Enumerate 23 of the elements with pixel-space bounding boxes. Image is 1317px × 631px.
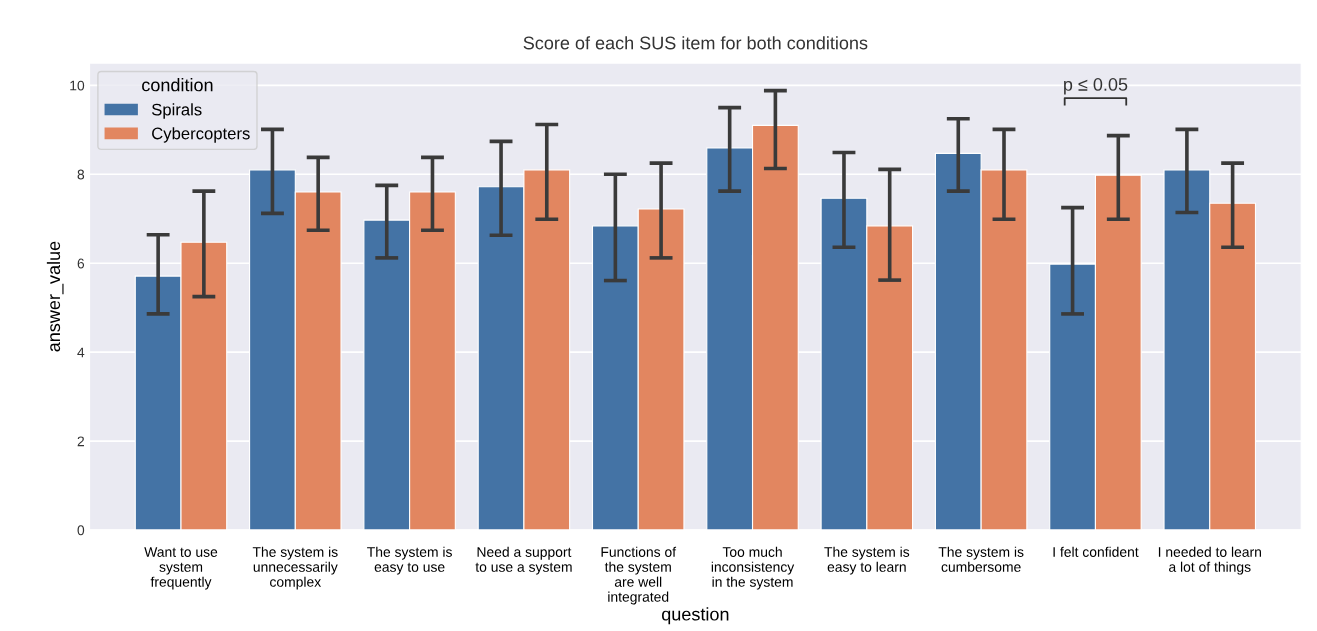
- legend-label: Spirals: [151, 103, 202, 119]
- y-tick-label: 6: [77, 258, 85, 269]
- annotation: p ≤ 0.05: [1064, 78, 1128, 95]
- x-tick-label: Need a support to use a system: [475, 546, 572, 575]
- y-tick-label: 10: [70, 80, 85, 91]
- x-tick-label: The system is unnecessarily complex: [252, 546, 338, 590]
- x-tick-label: I felt confident: [1053, 546, 1139, 557]
- x-tick-label: Too much inconsistency in the system: [711, 546, 795, 590]
- x-tick-label: Functions of the system are well integrated: [601, 546, 677, 605]
- x-tick-label: The system is cumbersome: [938, 546, 1024, 572]
- x-tick-label: I needed to learn a lot of things: [1158, 546, 1261, 575]
- y-axis-title: answer_value: [46, 241, 64, 352]
- y-tick-label: 0: [77, 525, 85, 536]
- chart-title: Score of each SUS item for both conditions: [523, 36, 868, 50]
- x-tick-label: The system is easy to learn: [824, 546, 910, 575]
- legend-title: condition: [142, 78, 213, 92]
- x-tick-label: Want to use system frequently: [144, 547, 218, 590]
- y-tick-label: 4: [77, 347, 85, 358]
- y-tick-label: 2: [77, 436, 84, 447]
- y-tick-label: 8: [77, 169, 85, 180]
- legend-label: Cybercopters: [152, 127, 250, 143]
- x-axis-title: question: [662, 607, 729, 625]
- x-tick-label: The system is easy to use: [367, 546, 452, 575]
